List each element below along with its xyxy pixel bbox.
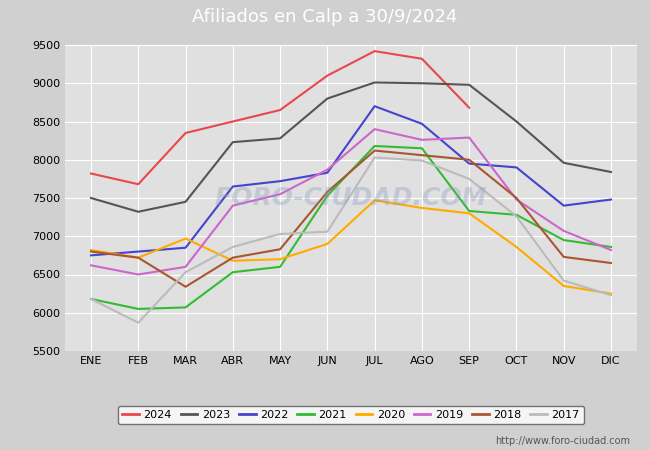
Text: Afiliados en Calp a 30/9/2024: Afiliados en Calp a 30/9/2024 — [192, 8, 458, 26]
Text: http://www.foro-ciudad.com: http://www.foro-ciudad.com — [495, 436, 630, 446]
Legend: 2024, 2023, 2022, 2021, 2020, 2019, 2018, 2017: 2024, 2023, 2022, 2021, 2020, 2019, 2018… — [118, 405, 584, 424]
Text: FORO-CIUDAD.COM: FORO-CIUDAD.COM — [214, 186, 488, 210]
